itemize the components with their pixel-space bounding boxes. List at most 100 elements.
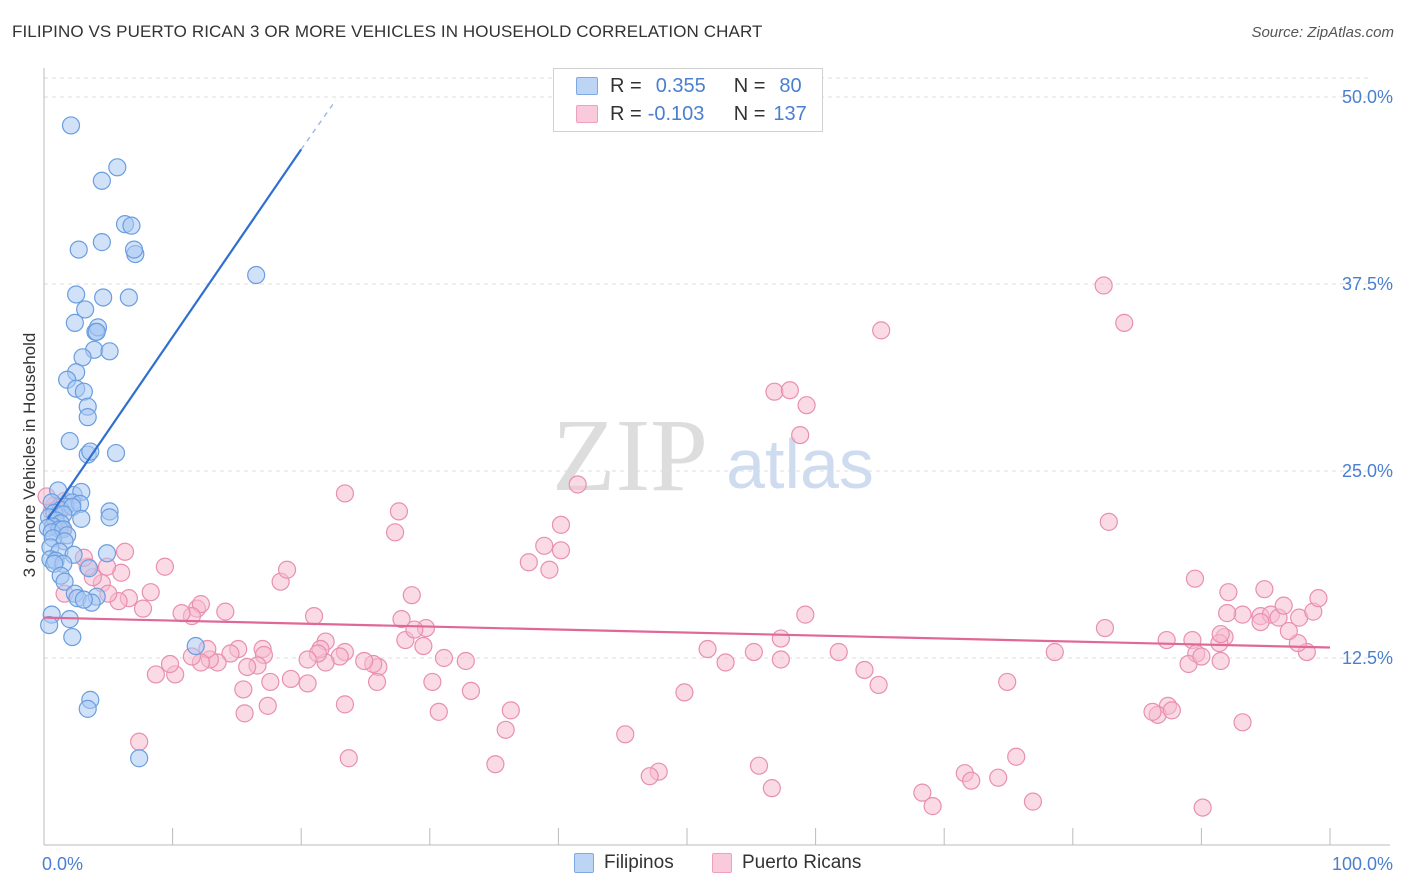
puerto-rican-point: [1211, 624, 1230, 644]
puerto-rican-point: [1255, 580, 1274, 599]
puerto-rican-point: [869, 675, 888, 695]
puerto-rican-point: [1095, 618, 1115, 638]
filipino-point: [119, 288, 138, 307]
watermark-zip: ZIP: [552, 398, 708, 513]
puerto-rican-point: [519, 553, 538, 572]
puerto-rican-point: [367, 672, 387, 692]
filipino-point: [87, 322, 106, 341]
puerto-rican-swatch-icon: [576, 105, 598, 123]
puerto-rican-point: [298, 674, 317, 693]
y-tick-label: 12.5%: [1342, 648, 1393, 668]
puerto-rican-point: [872, 321, 891, 340]
puerto-rican-point: [115, 542, 135, 561]
puerto-rican-point: [1218, 604, 1237, 623]
puerto-rican-point: [496, 720, 515, 739]
puerto-rican-point: [281, 669, 301, 689]
puerto-rican-point: [221, 644, 240, 663]
legend-label-puerto-ricans: Puerto Ricans: [742, 852, 862, 873]
legend-item-filipinos[interactable]: Filipinos: [574, 852, 674, 874]
points-layer: [37, 116, 1328, 817]
filipino-point: [124, 240, 144, 259]
puerto-rican-point: [1274, 596, 1293, 615]
filipino-point: [61, 116, 81, 135]
puerto-rican-point: [913, 783, 932, 802]
puerto-rican-point: [771, 650, 790, 669]
filipino-point: [72, 509, 91, 528]
y-axis-label: 3 or more Vehicles in Household: [20, 332, 39, 578]
series-legend: Filipinos Puerto Ricans: [0, 852, 1406, 878]
puerto-rican-point: [1309, 589, 1328, 608]
filipino-trend-line: [46, 148, 303, 520]
y-tick-label: 37.5%: [1342, 274, 1393, 294]
filipino-point: [78, 699, 97, 718]
puerto-rican-point: [535, 536, 554, 555]
puerto-rican-point: [1157, 630, 1176, 650]
legend-n-label: N =: [733, 74, 766, 97]
tick-label-layer: 12.5% 25.0% 37.5% 50.0% 0.0% 100.0%: [42, 87, 1393, 874]
grid-layer: [44, 77, 1370, 659]
puerto-rican-point: [146, 665, 165, 684]
puerto-rican-point: [277, 560, 297, 579]
puerto-rican-point: [160, 654, 180, 674]
puerto-rican-point: [133, 599, 153, 618]
legend-n-value: 137: [773, 102, 807, 125]
puerto-rican-point: [456, 651, 475, 671]
puerto-rican-point: [796, 605, 815, 624]
puerto-rican-point: [414, 636, 433, 656]
filipino-point: [92, 171, 111, 190]
puerto-rican-point: [797, 396, 816, 415]
trend-layer: [43, 99, 1331, 649]
puerto-rican-point: [1115, 313, 1134, 332]
puerto-rican-point: [392, 610, 411, 629]
puerto-rican-point: [1023, 792, 1043, 811]
puerto-rican-point: [1279, 621, 1298, 641]
filipino-point: [74, 382, 93, 401]
filipino-point: [79, 559, 99, 578]
filipino-point: [186, 636, 205, 656]
puerto-rican-point: [1143, 702, 1162, 721]
filipino-point: [97, 544, 117, 563]
filipino-point: [63, 627, 82, 647]
puerto-rican-point: [762, 779, 781, 798]
puerto-rican-point: [855, 660, 874, 680]
puerto-rican-point: [423, 672, 442, 692]
puerto-rican-point: [402, 586, 421, 605]
puerto-rican-point: [501, 701, 520, 720]
puerto-rican-point: [355, 651, 374, 671]
puerto-rican-point: [238, 657, 257, 677]
puerto-rican-point: [1211, 651, 1230, 671]
y-tick-label: 25.0%: [1342, 461, 1393, 481]
filipino-point: [130, 749, 149, 768]
puerto-rican-point: [675, 683, 694, 702]
filipino-point: [67, 285, 86, 304]
puerto-rican-point: [261, 672, 280, 692]
x-tick-label: 0.0%: [42, 854, 83, 874]
puerto-rican-point: [1233, 605, 1252, 624]
puerto-rican-point: [540, 560, 559, 579]
legend-item-puerto-ricans[interactable]: Puerto Ricans: [712, 852, 861, 874]
legend-r-label: R =: [610, 74, 642, 97]
filipino-trend-extension: [300, 99, 337, 150]
puerto-rican-point: [923, 797, 942, 816]
puerto-rican-point: [791, 425, 810, 445]
puerto-rican-point: [1094, 276, 1113, 295]
filipino-point: [78, 408, 97, 427]
filipino-point: [247, 265, 266, 285]
puerto-rican-point: [461, 681, 481, 701]
filipino-point: [92, 233, 111, 252]
puerto-rican-point: [486, 755, 505, 774]
puerto-rican-point: [780, 381, 799, 400]
puerto-rican-point: [989, 768, 1008, 787]
puerto-rican-point: [1185, 569, 1205, 588]
legend-n-value: 80: [779, 74, 802, 97]
x-tick-label: 100.0%: [1332, 854, 1393, 874]
puerto-rican-point: [1192, 647, 1211, 666]
filipino-point: [55, 572, 74, 591]
filipino-point: [73, 348, 92, 367]
puerto-rican-point: [235, 704, 254, 723]
puerto-rican-point: [155, 557, 174, 576]
legend-r-value: -0.103: [647, 102, 705, 125]
correlation-legend: R = 0.355 N = 80 R = -0.103 N = 137: [553, 68, 823, 132]
puerto-rican-trend-line: [43, 616, 1331, 649]
